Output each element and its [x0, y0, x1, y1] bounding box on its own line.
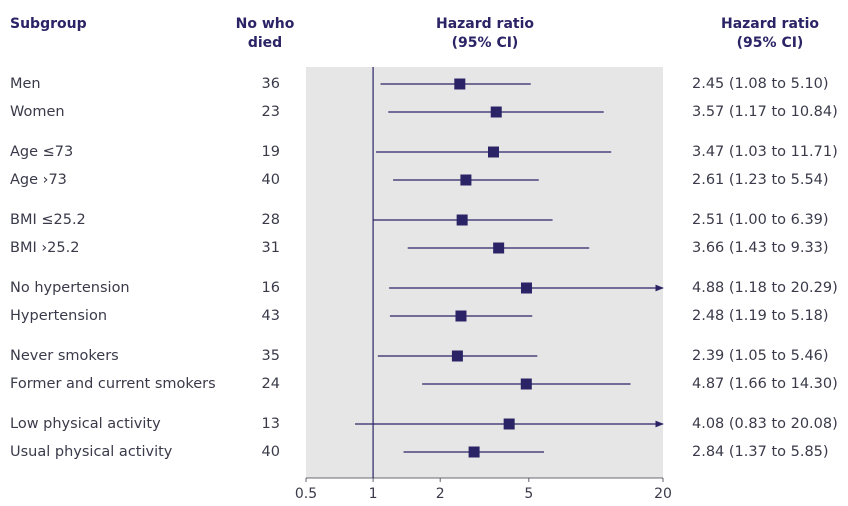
hazard-ratio-marker-5 [456, 214, 468, 226]
hazard-ratio-marker-8 [455, 310, 467, 322]
deaths-count: 24 [261, 376, 280, 392]
hazard-ratio-marker-11 [503, 418, 515, 430]
deaths-count: 40 [261, 444, 280, 460]
subgroup-label: Low physical activity [10, 416, 161, 432]
hazard-ratio-ci-text: 3.57 (1.17 to 10.84) [692, 104, 838, 120]
hazard-ratio-marker-1 [454, 78, 466, 90]
deaths-count: 36 [261, 76, 280, 92]
hazard-ratio-ci-text: 3.47 (1.03 to 11.71) [692, 144, 838, 160]
subgroup-label: Hypertension [10, 308, 108, 324]
subgroup-label: BMI ≤25.2 [10, 212, 86, 228]
subgroup-label: Age ›73 [10, 172, 67, 188]
x-tick-label-3: 2 [436, 486, 445, 502]
x-axis: 0.5 1 2 5 20 [295, 477, 672, 502]
subgroup-label: Former and current smokers [10, 376, 216, 392]
hazard-ratio-marker-4 [460, 174, 472, 186]
x-tick-label-2: 1 [369, 486, 378, 502]
subgroup-label: Usual physical activity [10, 444, 173, 460]
x-tick-label-1: 0.5 [295, 486, 317, 502]
plot-marks [355, 67, 664, 478]
hazard-ratio-ci-text: 4.87 (1.66 to 14.30) [692, 376, 838, 392]
deaths-count: 40 [261, 172, 280, 188]
hazard-ratio-marker-2 [490, 106, 502, 118]
header-hazard-ratio-text: Hazard ratio (95% CI) [690, 15, 848, 53]
deaths-count: 19 [261, 144, 280, 160]
hazard-ratio-ci-text: 2.61 (1.23 to 5.54) [692, 172, 829, 188]
hazard-ratio-marker-9 [451, 350, 463, 362]
deaths-count: 31 [261, 240, 280, 256]
header-number-died-line1: No who [235, 16, 295, 32]
hazard-ratio-ci-text: 2.39 (1.05 to 5.46) [692, 348, 829, 364]
header-hazard-ratio-plot-line1: Hazard ratio [435, 16, 535, 32]
header-hazard-ratio-plot-line2: (95% CI) [451, 35, 519, 51]
hazard-ratio-marker-6 [493, 242, 505, 254]
hazard-ratio-ci-text: 4.88 (1.18 to 20.29) [692, 280, 838, 296]
header-subgroup-text: Subgroup [10, 16, 87, 32]
header-subgroup: Subgroup [10, 15, 87, 34]
subgroup-label: Age ≤73 [10, 144, 74, 160]
deaths-count: 23 [261, 104, 280, 120]
header-hazard-ratio-text-line1: Hazard ratio [720, 16, 820, 32]
subgroup-label: No hypertension [10, 280, 130, 296]
header-number-died: No who died [225, 15, 305, 53]
plot-panel [306, 67, 663, 478]
hazard-ratio-ci-text: 2.84 (1.37 to 5.85) [692, 444, 829, 460]
x-tick-label-4: 5 [524, 486, 533, 502]
header-hazard-ratio-text-line2: (95% CI) [736, 35, 804, 51]
subgroup-label: Women [10, 104, 65, 120]
subgroup-label: BMI ›25.2 [10, 240, 80, 256]
hazard-ratio-marker-10 [520, 378, 532, 390]
deaths-count: 43 [261, 308, 280, 324]
hazard-ratio-ci-text: 2.48 (1.19 to 5.18) [692, 308, 829, 324]
deaths-count: 28 [261, 212, 280, 228]
hazard-ratio-ci-text: 2.45 (1.08 to 5.10) [692, 76, 829, 92]
hazard-ratio-marker-3 [487, 146, 499, 158]
hazard-ratio-ci-text: 3.66 (1.43 to 9.33) [692, 240, 829, 256]
deaths-count: 16 [261, 280, 280, 296]
hazard-ratio-marker-7 [520, 282, 532, 294]
hazard-ratio-ci-text: 2.51 (1.00 to 6.39) [692, 212, 829, 228]
hazard-ratio-marker-12 [468, 446, 480, 458]
header-hazard-ratio-plot: Hazard ratio (95% CI) [405, 15, 565, 53]
deaths-count: 13 [261, 416, 280, 432]
subgroup-label: Never smokers [10, 348, 119, 364]
subgroup-label: Men [10, 76, 41, 92]
header-number-died-line2: died [247, 35, 283, 51]
deaths-count: 35 [261, 348, 280, 364]
x-tick-label-5: 20 [654, 486, 672, 502]
hazard-ratio-ci-text: 4.08 (0.83 to 20.08) [692, 416, 838, 432]
